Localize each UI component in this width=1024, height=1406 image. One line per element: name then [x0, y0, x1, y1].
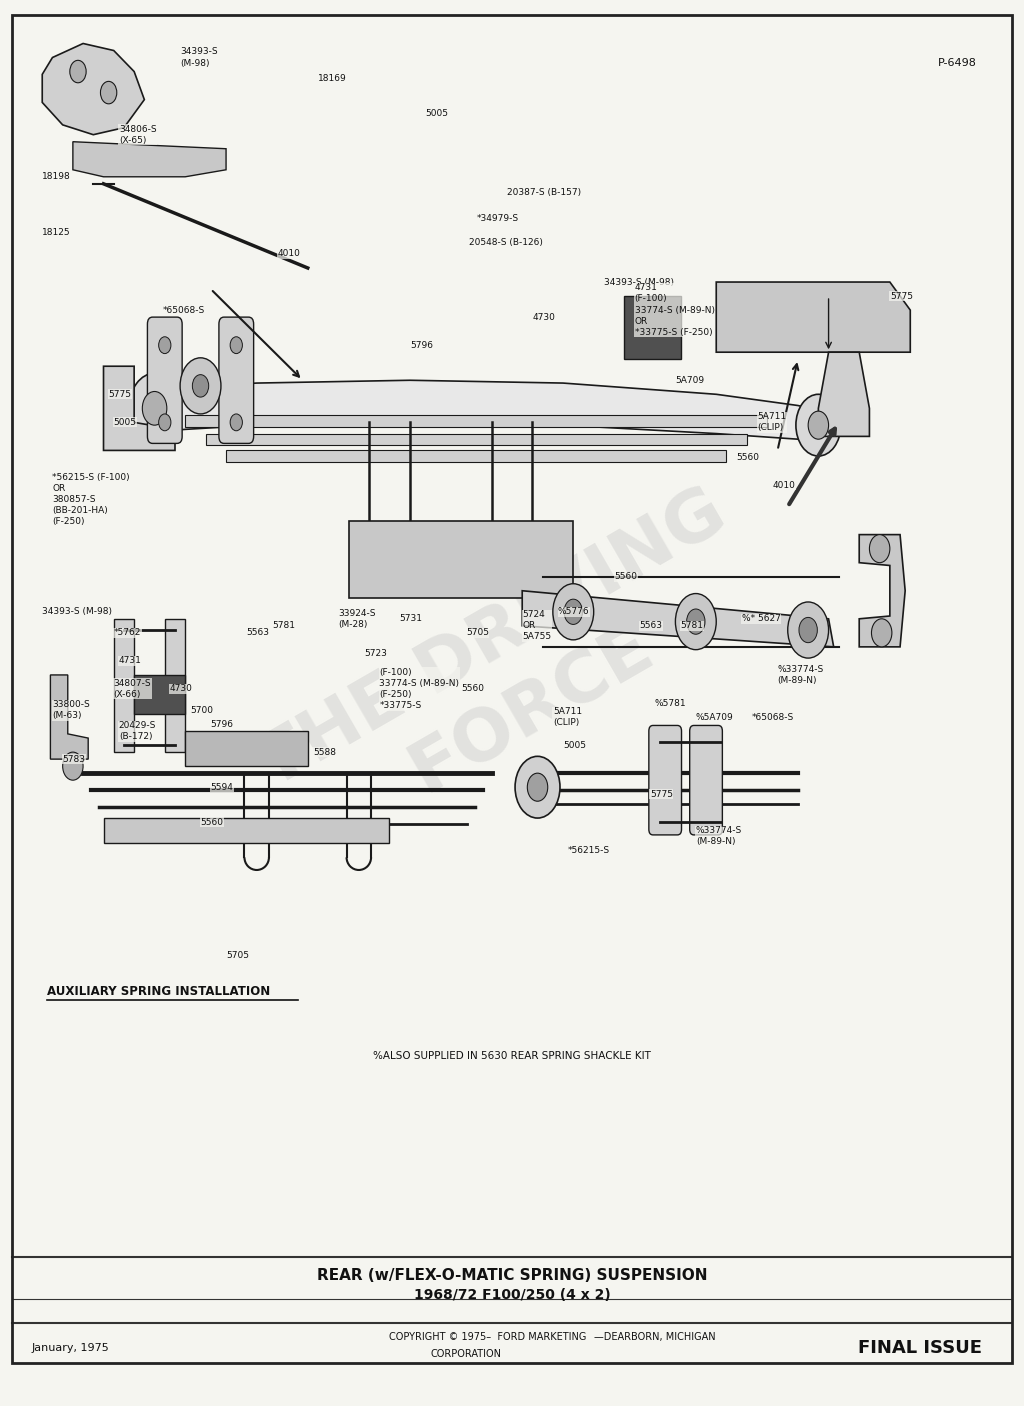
Circle shape — [70, 60, 86, 83]
Text: 4730: 4730 — [170, 685, 193, 693]
Text: 5781: 5781 — [272, 621, 295, 630]
Text: 34807-S
(X-66): 34807-S (X-66) — [114, 679, 152, 699]
Text: 5775: 5775 — [890, 291, 912, 301]
Text: 5700: 5700 — [190, 706, 213, 714]
Text: *5762: *5762 — [114, 628, 141, 637]
Polygon shape — [42, 44, 144, 135]
Text: 18169: 18169 — [318, 75, 347, 83]
Text: (F-100)
33774-S (M-89-N)
(F-250)
*33775-S: (F-100) 33774-S (M-89-N) (F-250) *33775-… — [379, 668, 459, 710]
Text: 5588: 5588 — [313, 748, 336, 756]
Text: 5705: 5705 — [466, 628, 489, 637]
Circle shape — [799, 617, 817, 643]
Text: 5724
OR
5A755: 5724 OR 5A755 — [522, 610, 551, 641]
Text: 5594: 5594 — [211, 783, 233, 792]
Text: 5A709: 5A709 — [676, 375, 705, 385]
Circle shape — [193, 374, 209, 396]
FancyBboxPatch shape — [219, 318, 254, 443]
Circle shape — [62, 752, 83, 780]
Text: 5A711
(CLIP): 5A711 (CLIP) — [757, 412, 786, 433]
Text: REAR (w/FLEX-O-MATIC SPRING) SUSPENSION: REAR (w/FLEX-O-MATIC SPRING) SUSPENSION — [316, 1268, 708, 1284]
Text: *65068-S: *65068-S — [163, 305, 205, 315]
Circle shape — [787, 602, 828, 658]
FancyBboxPatch shape — [114, 619, 134, 752]
Text: 5781: 5781 — [681, 621, 703, 630]
Text: 5783: 5783 — [62, 755, 86, 763]
FancyBboxPatch shape — [649, 725, 682, 835]
Polygon shape — [226, 450, 726, 461]
Text: 5563: 5563 — [247, 628, 269, 637]
FancyBboxPatch shape — [147, 318, 182, 443]
Text: 5723: 5723 — [364, 650, 387, 658]
Text: 5560: 5560 — [736, 453, 760, 463]
Circle shape — [869, 534, 890, 562]
Text: *56215-S: *56215-S — [568, 846, 610, 855]
FancyBboxPatch shape — [625, 297, 681, 359]
Text: 34806-S
(X-65): 34806-S (X-65) — [119, 125, 157, 145]
Circle shape — [796, 394, 841, 456]
Circle shape — [553, 583, 594, 640]
Text: 5796: 5796 — [211, 720, 233, 728]
Text: 33924-S
(M-28): 33924-S (M-28) — [338, 609, 376, 628]
Text: 5705: 5705 — [226, 950, 249, 960]
Text: COPYRIGHT © 1975–  FORD MARKETING: COPYRIGHT © 1975– FORD MARKETING — [389, 1333, 587, 1343]
Text: AUXILIARY SPRING INSTALLATION: AUXILIARY SPRING INSTALLATION — [47, 984, 270, 998]
Text: %5A709: %5A709 — [696, 713, 733, 721]
Circle shape — [808, 411, 828, 439]
Polygon shape — [206, 433, 746, 444]
Polygon shape — [50, 675, 88, 759]
Polygon shape — [185, 415, 767, 426]
FancyBboxPatch shape — [185, 731, 308, 766]
Circle shape — [515, 756, 560, 818]
Text: %33774-S
(M-89-N): %33774-S (M-89-N) — [777, 665, 823, 685]
Text: January, 1975: January, 1975 — [32, 1344, 110, 1354]
FancyBboxPatch shape — [165, 619, 185, 752]
Text: 4010: 4010 — [772, 481, 796, 491]
Text: 5560: 5560 — [201, 818, 223, 827]
Text: 5560: 5560 — [614, 572, 637, 581]
Circle shape — [687, 609, 705, 634]
Text: 20429-S
(B-172): 20429-S (B-172) — [119, 721, 157, 741]
Polygon shape — [73, 142, 226, 177]
Text: 5005: 5005 — [425, 110, 449, 118]
Circle shape — [129, 373, 180, 443]
Text: 5731: 5731 — [399, 614, 423, 623]
Polygon shape — [716, 283, 910, 352]
Text: 5563: 5563 — [640, 621, 663, 630]
Text: 5A711
(CLIP): 5A711 (CLIP) — [553, 707, 582, 727]
Text: 33800-S
(M-63): 33800-S (M-63) — [52, 700, 90, 720]
Text: 5005: 5005 — [114, 418, 137, 427]
Polygon shape — [103, 366, 175, 450]
Text: %33774-S
(M-89-N): %33774-S (M-89-N) — [696, 827, 742, 846]
Text: 18198: 18198 — [42, 173, 71, 181]
Polygon shape — [522, 591, 834, 647]
Circle shape — [564, 599, 583, 624]
Text: *65068-S: *65068-S — [752, 713, 795, 721]
Polygon shape — [859, 534, 905, 647]
Text: CORPORATION: CORPORATION — [430, 1350, 502, 1360]
Text: 4731: 4731 — [119, 657, 141, 665]
Circle shape — [142, 391, 167, 425]
Text: *34979-S: *34979-S — [476, 214, 518, 224]
FancyBboxPatch shape — [690, 725, 722, 835]
Text: 5775: 5775 — [109, 389, 132, 399]
FancyBboxPatch shape — [348, 520, 573, 598]
Text: THE DRIVING
FORCE: THE DRIVING FORCE — [246, 478, 778, 872]
Text: %ALSO SUPPLIED IN 5630 REAR SPRING SHACKLE KIT: %ALSO SUPPLIED IN 5630 REAR SPRING SHACK… — [373, 1050, 651, 1060]
Text: 4730: 4730 — [532, 312, 555, 322]
Circle shape — [100, 82, 117, 104]
Text: P-6498: P-6498 — [938, 58, 977, 67]
Text: 4731
(F-100)
33774-S (M-89-N)
OR
*33775-S (F-250): 4731 (F-100) 33774-S (M-89-N) OR *33775-… — [635, 284, 715, 337]
Text: 34393-S
(M-98): 34393-S (M-98) — [180, 48, 218, 67]
Text: %5781: %5781 — [655, 699, 687, 707]
Circle shape — [871, 619, 892, 647]
Text: 34393-S (M-98): 34393-S (M-98) — [42, 607, 113, 616]
Circle shape — [676, 593, 716, 650]
Circle shape — [230, 337, 243, 353]
Circle shape — [230, 413, 243, 430]
Text: 20548-S (B-126): 20548-S (B-126) — [469, 238, 543, 247]
FancyBboxPatch shape — [134, 675, 185, 714]
Text: 4010: 4010 — [278, 249, 300, 259]
Text: —DEARBORN, MICHIGAN: —DEARBORN, MICHIGAN — [594, 1333, 716, 1343]
Text: 1968/72 F100/250 (4 x 2): 1968/72 F100/250 (4 x 2) — [414, 1288, 610, 1302]
Polygon shape — [134, 380, 839, 439]
